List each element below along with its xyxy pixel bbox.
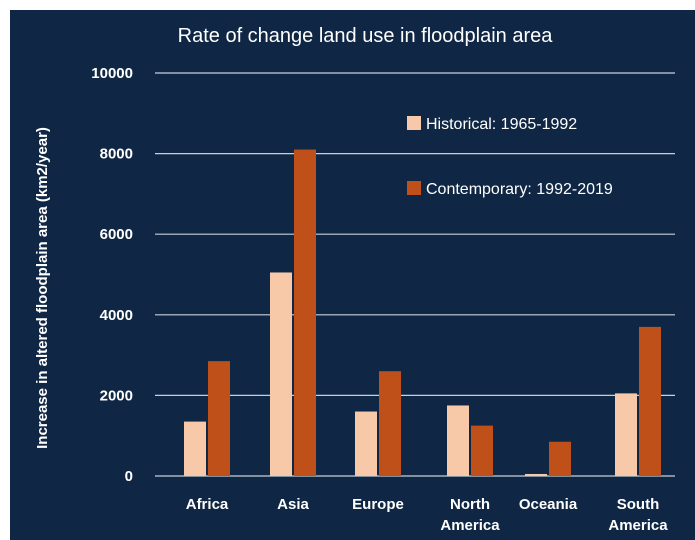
y-axis-label: Increase in altered floodplain area (km2…: [34, 127, 51, 449]
bar-historical: [525, 473, 547, 476]
legend-label: Historical: 1965-1992: [426, 116, 577, 133]
x-tick-label: Oceania: [519, 496, 578, 513]
y-axis-ticks: 0 2000 4000 6000 8000 10000: [91, 65, 133, 485]
legend-swatch: [407, 116, 421, 130]
legend-label: Contemporary: 1992-2019: [426, 181, 613, 198]
y-tick-label: 8000: [100, 146, 133, 163]
x-tick-label: Africa: [186, 496, 229, 513]
bar-chart: Rate of change land use in floodplain ar…: [10, 10, 695, 540]
bar-contemporary: [471, 425, 493, 476]
legend: Historical: 1965-1992 Contemporary: 1992-…: [407, 116, 613, 198]
bar-contemporary: [639, 326, 661, 476]
chart-title: Rate of change land use in floodplain ar…: [178, 25, 554, 47]
x-tick-label: North: [450, 496, 490, 513]
x-tick-label: South: [617, 496, 660, 513]
bar-historical: [447, 405, 469, 476]
bar-contemporary: [379, 371, 401, 476]
chart-background: [10, 10, 695, 540]
x-tick-label: America: [608, 517, 668, 534]
bars: [184, 149, 661, 476]
bar-historical: [615, 393, 637, 476]
bar-contemporary: [294, 149, 316, 476]
y-tick-label: 0: [125, 468, 133, 485]
y-tick-label: 6000: [100, 226, 133, 243]
x-tick-label: America: [440, 517, 500, 534]
y-tick-label: 10000: [91, 65, 133, 82]
y-tick-label: 4000: [100, 307, 133, 324]
x-axis-labels: Africa Asia Europe North America Oceania South…: [186, 496, 669, 534]
legend-swatch: [407, 181, 421, 195]
bar-contemporary: [208, 361, 230, 476]
bar-historical: [270, 272, 292, 476]
x-tick-label: Europe: [352, 496, 404, 513]
bar-historical: [355, 411, 377, 476]
chart-panel: Rate of change land use in floodplain ar…: [10, 10, 695, 540]
y-tick-label: 2000: [100, 387, 133, 404]
x-tick-label: Asia: [277, 496, 309, 513]
bar-historical: [184, 421, 206, 476]
bar-contemporary: [549, 441, 571, 476]
gridlines: [155, 72, 675, 477]
